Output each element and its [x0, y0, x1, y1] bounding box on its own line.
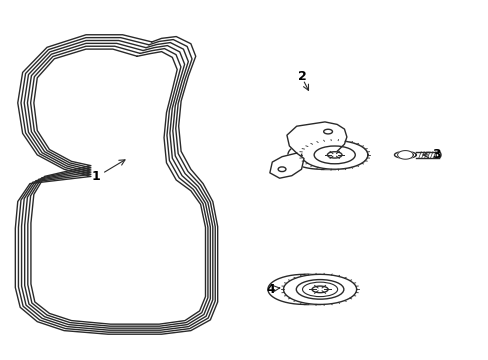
- Polygon shape: [269, 153, 304, 178]
- Polygon shape: [415, 152, 438, 158]
- Text: 3: 3: [431, 148, 440, 161]
- Polygon shape: [394, 152, 415, 158]
- Polygon shape: [286, 122, 346, 153]
- Ellipse shape: [278, 167, 285, 172]
- Ellipse shape: [323, 129, 332, 134]
- Ellipse shape: [296, 280, 343, 299]
- Text: 2: 2: [297, 69, 306, 82]
- Text: 4: 4: [265, 283, 274, 296]
- Polygon shape: [301, 140, 367, 169]
- Ellipse shape: [435, 152, 440, 158]
- Ellipse shape: [313, 146, 355, 164]
- Polygon shape: [267, 274, 340, 305]
- Polygon shape: [283, 274, 356, 305]
- Polygon shape: [397, 150, 412, 159]
- Ellipse shape: [311, 286, 327, 293]
- Text: 1: 1: [91, 170, 100, 183]
- Ellipse shape: [327, 152, 341, 158]
- Ellipse shape: [302, 282, 337, 297]
